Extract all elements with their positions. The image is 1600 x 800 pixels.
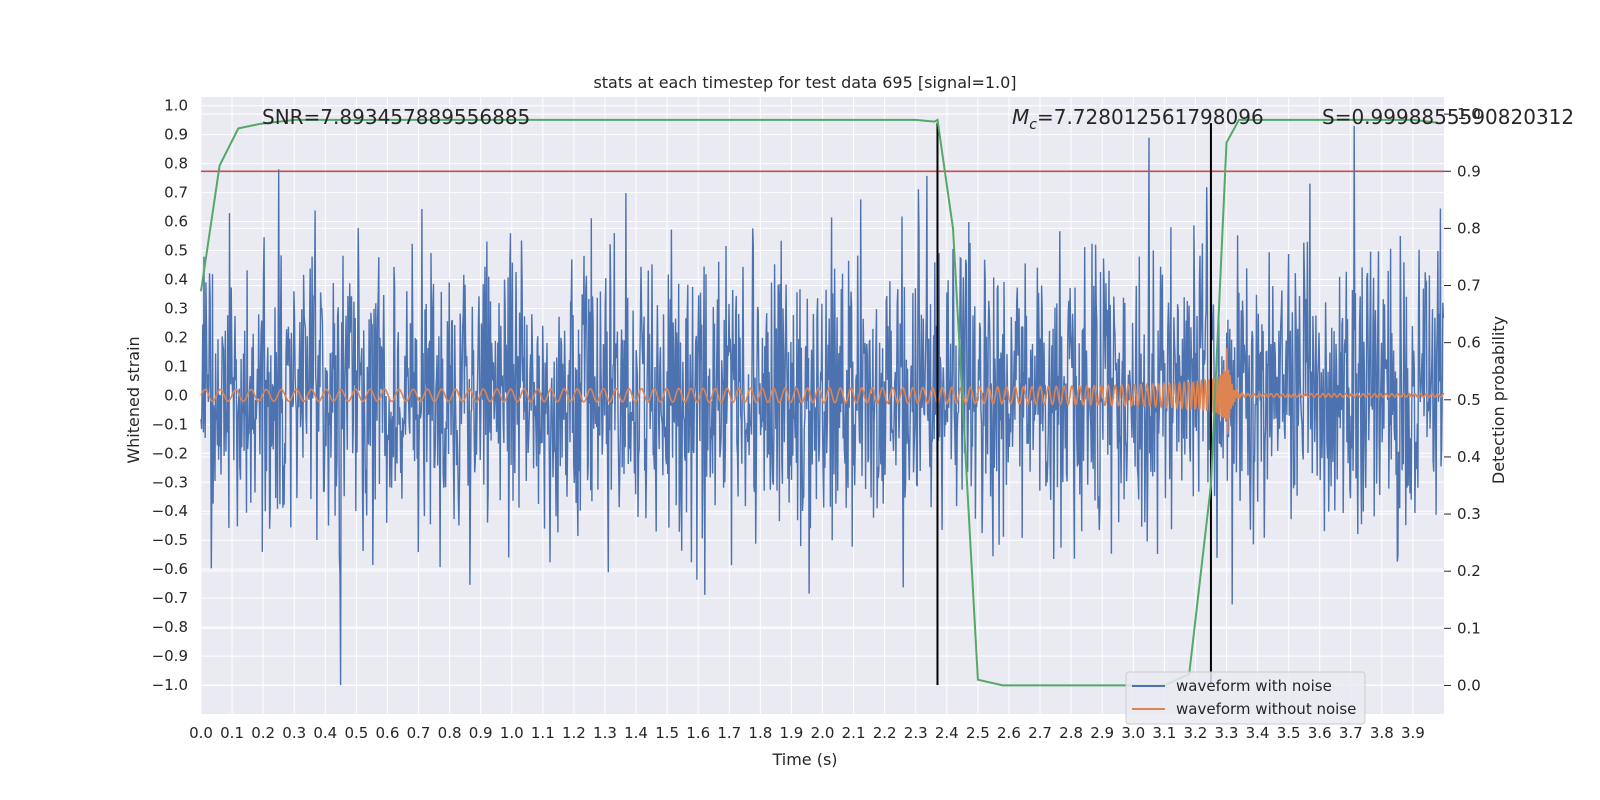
- legend-label-noise: waveform with noise: [1176, 677, 1332, 695]
- x-tick-label: 1.1: [531, 724, 555, 742]
- y2-tick-label: 0.1: [1457, 619, 1481, 637]
- x-tick-label: 3.5: [1277, 724, 1301, 742]
- y-tick-label: 0.1: [164, 357, 188, 375]
- legend-label-clean: waveform without noise: [1176, 700, 1356, 718]
- x-tick-label: 1.9: [779, 724, 803, 742]
- y-tick-label: −0.6: [152, 560, 188, 578]
- score-annotation: S=0.9998855590820312: [1322, 105, 1574, 129]
- x-tick-label: 3.8: [1370, 724, 1394, 742]
- y2-tick-label: 0.0: [1457, 676, 1481, 694]
- x-tick-label: 0.4: [313, 724, 337, 742]
- y-axis-label: Whitened strain: [124, 336, 143, 463]
- x-tick-label: 2.9: [1090, 724, 1114, 742]
- x-tick-label: 2.1: [842, 724, 866, 742]
- y-tick-label: 0.0: [164, 386, 188, 404]
- x-tick-label: 1.6: [686, 724, 710, 742]
- y-tick-label: −0.5: [152, 531, 188, 549]
- y-tick-label: 0.6: [164, 213, 188, 231]
- mc-symbol: M: [1012, 105, 1029, 129]
- x-tick-label: 0.3: [282, 724, 306, 742]
- x-tick-label: 0.8: [438, 724, 462, 742]
- overlay-group: [200, 118, 1444, 687]
- chart-title: stats at each timestep for test data 695…: [593, 73, 1016, 92]
- legend: waveform with noise waveform without noi…: [1125, 671, 1366, 725]
- y-tick-label: 0.3: [164, 299, 188, 317]
- y-tick-label: 0.8: [164, 155, 188, 173]
- mc-subscript: c: [1029, 117, 1037, 133]
- x-tick-label: 2.5: [966, 724, 990, 742]
- noise-waveform-line: [200, 125, 1445, 686]
- x-tick-label: 0.2: [251, 724, 275, 742]
- x-tick-label: 3.3: [1215, 724, 1239, 742]
- x-tick-label: 1.0: [500, 724, 524, 742]
- x-tick-label: 3.4: [1246, 724, 1270, 742]
- snr-annotation: SNR=7.893457889556885: [262, 105, 530, 129]
- y-tick-label: −0.8: [152, 618, 188, 636]
- x-tick-label: 2.3: [904, 724, 928, 742]
- x-tick-label: 2.7: [1028, 724, 1052, 742]
- y-tick-label: 0.5: [164, 242, 188, 260]
- y-tick-labels: 1.0 0.9 0.8 0.7 0.6 0.5 0.4 0.3 0.2 0.1 0.0 −0.1 −0.…: [152, 97, 188, 694]
- x-tick-label: 0.7: [407, 724, 431, 742]
- y2-axis-label: Detection probability: [1489, 316, 1508, 484]
- y-tick-label: −0.1: [152, 415, 188, 433]
- y-tick-label: −0.4: [152, 502, 188, 520]
- x-tick-label: 3.9: [1401, 724, 1425, 742]
- x-tick-label: 1.5: [655, 724, 679, 742]
- y-tick-label: 0.7: [164, 184, 188, 202]
- x-tick-label: 0.9: [469, 724, 493, 742]
- x-tick-label: 1.8: [748, 724, 772, 742]
- x-tick-label: 3.0: [1121, 724, 1145, 742]
- x-tick-label: 2.4: [935, 724, 959, 742]
- y-tick-label: −0.2: [152, 444, 188, 462]
- y-tick-label: −1.0: [152, 676, 188, 694]
- clean-series-group: [200, 348, 1445, 435]
- x-tick-label: 3.1: [1152, 724, 1176, 742]
- y2-tick-label: 0.8: [1457, 219, 1481, 237]
- y2-tick-label: 0.4: [1457, 448, 1481, 466]
- probability-line: [200, 118, 1438, 687]
- x-tick-labels: 0.0 0.1 0.2 0.3 0.4 0.5 0.6 0.7 0.8 0.9 1.0 1.1 1.2 1…: [189, 724, 1425, 742]
- y2-tick-label: 0.2: [1457, 562, 1481, 580]
- x-tick-label: 3.6: [1308, 724, 1332, 742]
- x-tick-label: 3.7: [1339, 724, 1363, 742]
- legend-box: [1125, 671, 1366, 725]
- y-tick-label: 1.0: [164, 97, 188, 115]
- x-tick-label: 0.5: [344, 724, 368, 742]
- x-tick-label: 1.2: [562, 724, 586, 742]
- y-tick-label: 0.9: [164, 126, 188, 144]
- x-tick-label: 0.0: [189, 724, 213, 742]
- x-tick-label: 1.7: [717, 724, 741, 742]
- x-tick-label: 1.3: [593, 724, 617, 742]
- y2-tick-label: 0.5: [1457, 391, 1481, 409]
- y-tick-label: −0.7: [152, 589, 188, 607]
- x-tick-label: 1.4: [624, 724, 648, 742]
- x-tick-label: 2.2: [873, 724, 897, 742]
- y2-tick-label: 0.7: [1457, 277, 1481, 295]
- y-tick-label: 0.4: [164, 270, 188, 288]
- x-tick-label: 2.8: [1059, 724, 1083, 742]
- mc-value: =7.728012561798096: [1037, 105, 1264, 129]
- y2-tick-label: 0.6: [1457, 334, 1481, 352]
- x-tick-label: 2.6: [997, 724, 1021, 742]
- noise-series-group: [200, 125, 1445, 686]
- y2-tick-label: 0.9: [1457, 162, 1481, 180]
- x-tick-label: 2.0: [811, 724, 835, 742]
- x-tick-label: 0.6: [376, 724, 400, 742]
- y-tick-label: −0.9: [152, 647, 188, 665]
- y2-tick-label: 0.3: [1457, 505, 1481, 523]
- y-tick-label: 0.2: [164, 328, 188, 346]
- x-axis-label: Time (s): [771, 750, 837, 769]
- y-tick-label: −0.3: [152, 473, 188, 491]
- x-tick-label: 0.1: [220, 724, 244, 742]
- clean-waveform-line: [200, 348, 1445, 435]
- chirp-mass-annotation: Mc=7.728012561798096: [1012, 105, 1264, 133]
- y2-tick-labels: 1.0 0.9 0.8 0.7 0.6 0.5 0.4 0.3 0.2 0.1 0.0: [1444, 105, 1481, 694]
- x-tick-label: 3.2: [1183, 724, 1207, 742]
- y2-tick-label: 1.0: [1457, 105, 1481, 123]
